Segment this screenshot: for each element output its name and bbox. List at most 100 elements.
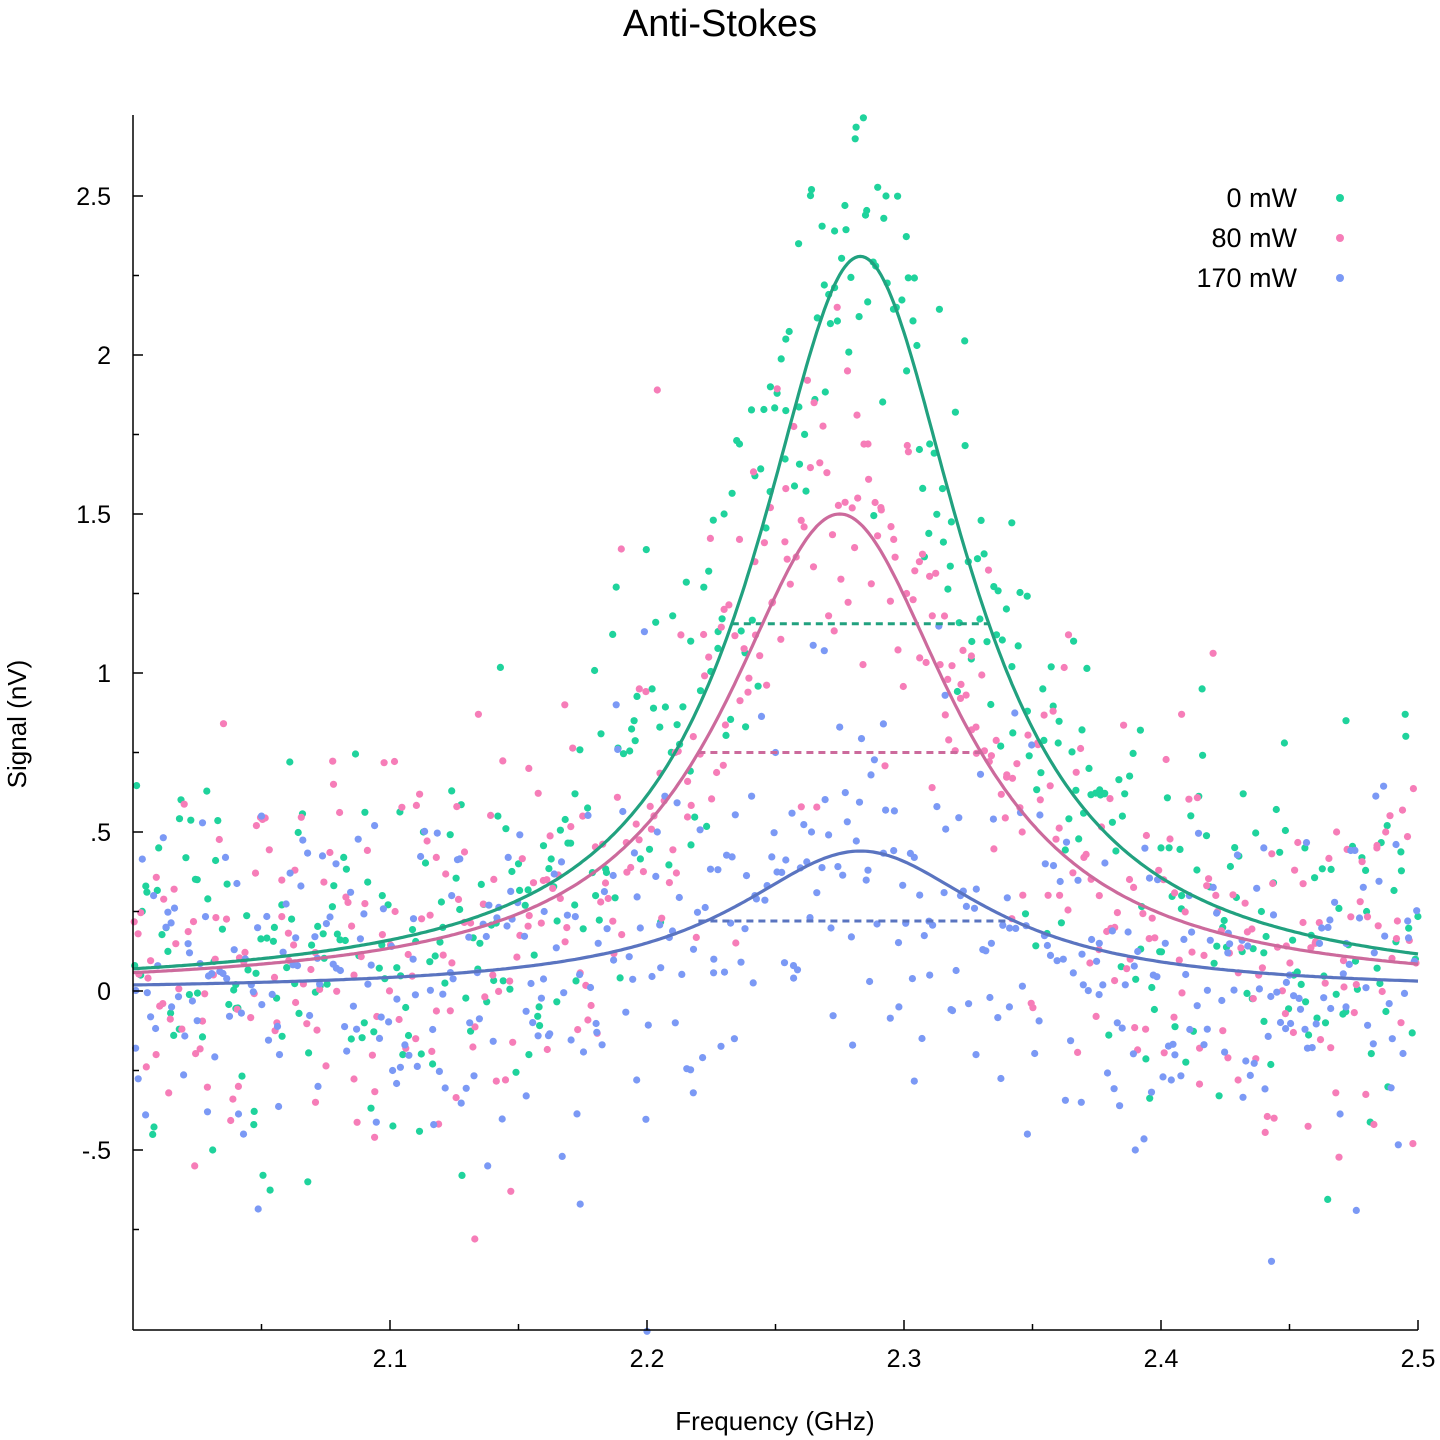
data-point bbox=[821, 388, 829, 396]
data-point bbox=[916, 891, 924, 899]
data-point bbox=[1362, 1090, 1370, 1098]
data-point bbox=[742, 723, 750, 731]
data-point bbox=[636, 924, 644, 932]
data-point bbox=[879, 720, 888, 728]
data-point bbox=[941, 691, 949, 699]
data-point bbox=[768, 853, 776, 861]
data-point bbox=[1376, 979, 1384, 988]
data-point bbox=[1088, 935, 1096, 944]
data-point bbox=[782, 407, 790, 415]
data-point bbox=[185, 949, 194, 957]
data-point bbox=[189, 918, 198, 926]
data-point bbox=[1402, 732, 1410, 740]
data-point bbox=[263, 934, 271, 942]
data-point bbox=[130, 918, 138, 926]
data-point bbox=[1264, 1032, 1272, 1040]
data-point bbox=[1003, 894, 1011, 902]
data-point bbox=[417, 852, 425, 861]
data-point bbox=[978, 671, 986, 679]
data-point bbox=[1139, 910, 1147, 918]
data-point bbox=[586, 983, 595, 992]
legend: 0 mW 80 mW 170 mW bbox=[1196, 183, 1344, 293]
data-point bbox=[496, 663, 504, 672]
data-point bbox=[1176, 845, 1184, 854]
data-point bbox=[250, 1107, 258, 1115]
data-point bbox=[185, 991, 193, 999]
data-point bbox=[1273, 988, 1281, 996]
data-point bbox=[1188, 928, 1196, 936]
data-point bbox=[867, 771, 875, 779]
data-point bbox=[1021, 910, 1030, 918]
data-point bbox=[823, 469, 831, 477]
data-point bbox=[275, 1102, 283, 1111]
data-point bbox=[881, 762, 889, 770]
data-point bbox=[557, 858, 566, 866]
data-point bbox=[259, 1171, 267, 1179]
data-point bbox=[1378, 987, 1386, 996]
data-point bbox=[926, 572, 934, 580]
data-point bbox=[1200, 951, 1208, 960]
data-point bbox=[962, 902, 971, 911]
data-point bbox=[1399, 1049, 1407, 1058]
data-point bbox=[653, 828, 661, 836]
data-point bbox=[489, 971, 497, 979]
data-point bbox=[1001, 814, 1009, 822]
data-point bbox=[1356, 898, 1364, 906]
data-point bbox=[771, 404, 779, 412]
data-point bbox=[689, 733, 697, 741]
data-point bbox=[603, 925, 611, 933]
data-point bbox=[870, 756, 879, 764]
data-point bbox=[579, 1048, 588, 1056]
data-point bbox=[904, 448, 913, 456]
data-point bbox=[311, 1098, 320, 1106]
data-point bbox=[170, 904, 179, 912]
data-point bbox=[1046, 951, 1055, 960]
data-point bbox=[790, 974, 798, 982]
data-point bbox=[1113, 909, 1121, 917]
data-point bbox=[143, 888, 151, 896]
data-point bbox=[1166, 835, 1174, 843]
data-point bbox=[773, 385, 781, 393]
data-point bbox=[645, 845, 654, 853]
data-point bbox=[903, 441, 911, 450]
data-point bbox=[853, 411, 861, 419]
data-point bbox=[209, 1146, 217, 1154]
data-point bbox=[409, 915, 418, 923]
x-tick-label: 2.3 bbox=[887, 1345, 922, 1373]
data-point bbox=[367, 961, 375, 969]
data-point bbox=[826, 320, 835, 328]
data-point bbox=[806, 464, 815, 472]
data-point bbox=[1255, 985, 1263, 993]
data-point bbox=[962, 691, 970, 699]
data-point bbox=[252, 822, 260, 830]
data-point bbox=[987, 939, 996, 947]
data-point bbox=[777, 635, 785, 643]
data-point bbox=[584, 804, 592, 812]
data-point bbox=[353, 1118, 361, 1126]
data-point bbox=[976, 615, 984, 623]
data-point bbox=[290, 941, 298, 949]
data-point bbox=[1350, 1009, 1358, 1017]
data-point bbox=[1077, 1098, 1085, 1106]
data-point bbox=[999, 921, 1007, 929]
data-point bbox=[722, 731, 730, 740]
data-point bbox=[264, 1036, 273, 1044]
data-point bbox=[1290, 992, 1298, 1000]
data-point bbox=[1210, 959, 1218, 967]
data-point bbox=[1331, 898, 1339, 906]
axes bbox=[132, 115, 1418, 1331]
data-point bbox=[244, 966, 252, 974]
data-point bbox=[1364, 1021, 1372, 1029]
data-point bbox=[1171, 1023, 1179, 1031]
data-point bbox=[477, 880, 485, 889]
data-point bbox=[946, 562, 954, 570]
data-point bbox=[490, 875, 498, 884]
data-point bbox=[1075, 835, 1083, 843]
data-point bbox=[344, 898, 352, 907]
data-point bbox=[1248, 925, 1256, 933]
data-point bbox=[609, 917, 617, 925]
data-point bbox=[1221, 1048, 1229, 1056]
data-point bbox=[612, 583, 620, 591]
data-point bbox=[371, 1088, 379, 1096]
data-point bbox=[1131, 1024, 1139, 1032]
